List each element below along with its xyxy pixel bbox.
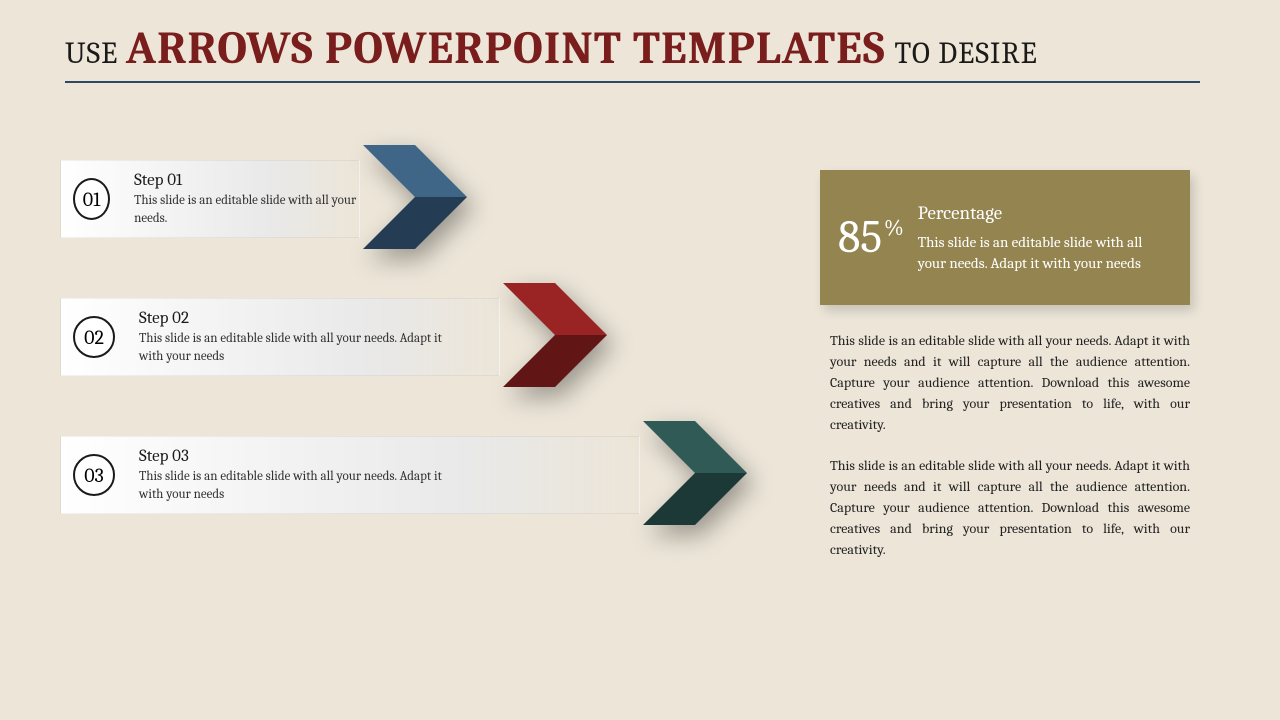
step-bar: 01 Step 01 This slide is an editable sli… [60,160,360,238]
percentage-title: Percentage [918,200,1166,228]
step-1: 01 Step 01 This slide is an editable sli… [60,160,640,238]
title-pre: USE [65,36,126,71]
step-desc: This slide is an editable slide with all… [139,468,459,503]
body-copy: This slide is an editable slide with all… [830,330,1190,580]
step-number-badge: 02 [73,316,115,358]
percentage-desc: This slide is an editable slide with all… [918,232,1166,276]
slide-title: USE ARROWS POWERPOINT TEMPLATES TO DESIR… [65,22,1200,75]
step-text: Step 01 This slide is an editable slide … [134,171,359,227]
percentage-callout: 85 % Percentage This slide is an editabl… [820,170,1190,305]
step-title: Step 02 [139,309,459,328]
arrow-3d-icon [630,408,760,538]
step-number-badge: 01 [73,178,110,220]
percentage-value: 85 % [838,211,918,264]
body-paragraph-1: This slide is an editable slide with all… [830,330,1190,435]
step-desc: This slide is an editable slide with all… [139,330,459,365]
step-title: Step 03 [139,447,459,466]
arrow-3d-icon [350,132,480,262]
step-number-badge: 03 [73,454,115,496]
step-text: Step 03 This slide is an editable slide … [139,447,459,503]
title-post: TO DESIRE [895,36,1038,71]
title-underline [65,81,1200,83]
step-title: Step 01 [134,171,359,190]
step-text: Step 02 This slide is an editable slide … [139,309,459,365]
step-bar: 03 Step 03 This slide is an editable sli… [60,436,640,514]
body-paragraph-2: This slide is an editable slide with all… [830,455,1190,560]
step-desc: This slide is an editable slide with all… [134,192,359,227]
step-bar: 02 Step 02 This slide is an editable sli… [60,298,500,376]
title-main: ARROWS POWERPOINT TEMPLATES [126,22,886,75]
step-2: 02 Step 02 This slide is an editable sli… [60,298,640,376]
percentage-symbol: % [884,215,904,241]
percentage-text: Percentage This slide is an editable sli… [918,200,1166,275]
slide-title-bar: USE ARROWS POWERPOINT TEMPLATES TO DESIR… [65,22,1200,83]
step-3: 03 Step 03 This slide is an editable sli… [60,436,640,514]
percentage-number: 85 [838,211,882,264]
arrow-3d-icon [490,270,620,400]
steps-list: 01 Step 01 This slide is an editable sli… [60,160,640,574]
